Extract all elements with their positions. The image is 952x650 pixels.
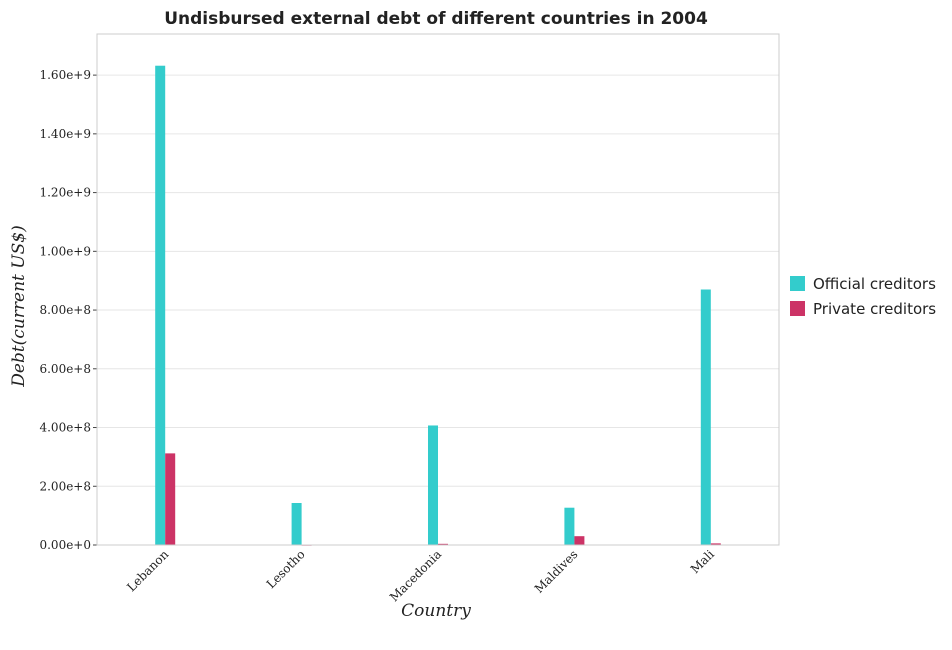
y-tick-label: 1.60e+9 — [39, 68, 91, 82]
x-tick-label: Mali — [688, 547, 717, 576]
legend: Official creditors Private creditors — [790, 275, 936, 318]
bar-official-mali — [700, 289, 711, 545]
bars — [155, 65, 721, 546]
y-tick-label: 1.20e+9 — [39, 186, 91, 200]
y-tick-label: 0.00e+0 — [39, 538, 91, 552]
y-tick-label: 2.00e+8 — [39, 479, 91, 493]
legend-swatch-private — [790, 301, 805, 316]
bar-official-maldives — [564, 507, 575, 545]
x-axis-label: Country — [401, 601, 471, 621]
legend-label-private: Private creditors — [813, 300, 936, 318]
bar-private-macedonia — [438, 543, 448, 545]
y-tick-label: 1.00e+9 — [39, 244, 91, 258]
x-tick-label: Lebanon — [124, 547, 171, 594]
chart-title: Undisbursed external debt of different c… — [164, 9, 708, 29]
plot-frame — [96, 33, 780, 546]
legend-swatch-official — [790, 276, 805, 291]
bar-official-lebanon — [155, 65, 166, 546]
bar-private-maldives — [574, 536, 585, 545]
bar-official-macedonia — [428, 425, 438, 545]
legend-label-official: Official creditors — [813, 275, 936, 293]
x-axis-ticks: Lebanon Lesotho Macedonia Maldives Mali — [124, 547, 717, 604]
bar-official-lesotho — [291, 503, 302, 545]
x-tick-label: Macedonia — [387, 547, 444, 604]
y-axis-ticks: 0.00e+0 2.00e+8 4.00e+8 6.00e+8 8.00e+8 1.00e… — [39, 68, 97, 552]
y-tick-label: 1.40e+9 — [39, 127, 91, 141]
gridlines — [97, 74, 779, 546]
y-tick-label: 4.00e+8 — [39, 421, 91, 435]
x-tick-label: Lesotho — [264, 547, 308, 591]
y-axis-label: Debt(current US$) — [9, 225, 29, 387]
bar-private-mali — [710, 543, 721, 545]
y-tick-label: 8.00e+8 — [39, 303, 91, 317]
bar-private-lebanon — [165, 453, 176, 545]
x-tick-label: Maldives — [532, 547, 581, 596]
y-tick-label: 6.00e+8 — [39, 362, 91, 376]
